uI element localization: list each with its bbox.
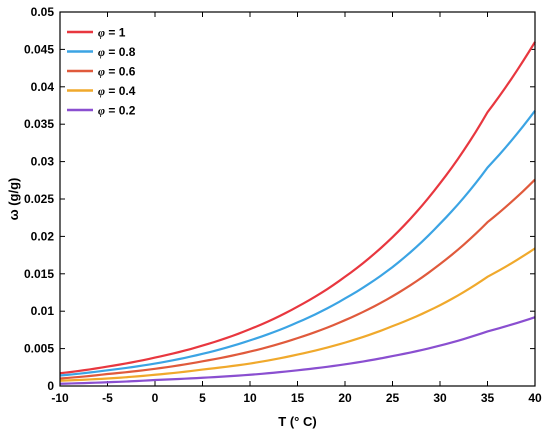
y-axis-label: ω (g/g) bbox=[6, 178, 21, 221]
legend-label: φ = 0.6 bbox=[98, 65, 136, 79]
x-tick-label: -5 bbox=[102, 391, 113, 405]
plot-area-frame bbox=[59, 11, 536, 387]
series-line-2 bbox=[59, 178, 536, 380]
series-line-0 bbox=[59, 41, 536, 375]
y-tick-label: 0.05 bbox=[31, 5, 55, 19]
legend-label: φ = 0.8 bbox=[98, 45, 136, 59]
series-line-3 bbox=[59, 247, 536, 382]
legend: φ = 1 φ = 0.8 φ = 0.6 φ = 0.4 φ = 0.2 bbox=[67, 26, 136, 118]
y-tick-label: 0.01 bbox=[31, 304, 55, 318]
x-tick-label: 0 bbox=[152, 391, 159, 405]
x-tick-label: 25 bbox=[386, 391, 400, 405]
series-line-4 bbox=[59, 316, 536, 385]
x-tick-label: 10 bbox=[243, 391, 257, 405]
x-tick-label: 35 bbox=[481, 391, 495, 405]
y-tick-label: 0.015 bbox=[24, 267, 54, 281]
y-tick-label: 0.03 bbox=[31, 155, 55, 169]
series-line-1 bbox=[59, 110, 536, 377]
y-tick-label: 0.02 bbox=[31, 229, 55, 243]
legend-label: φ = 0.2 bbox=[98, 104, 136, 118]
y-tick-label: 0.04 bbox=[31, 80, 55, 94]
y-tick-label: 0.005 bbox=[24, 342, 54, 356]
y-tick-label: 0.025 bbox=[24, 192, 54, 206]
x-tick-label: 20 bbox=[338, 391, 352, 405]
y-tick-label: 0.045 bbox=[24, 42, 54, 56]
legend-label: φ = 0.4 bbox=[98, 84, 136, 98]
x-tick-label: -10 bbox=[51, 391, 69, 405]
x-tick-label: 5 bbox=[199, 391, 206, 405]
y-tick-label: 0 bbox=[47, 379, 54, 393]
x-tick-label: 40 bbox=[528, 391, 542, 405]
x-axis-label: T (° C) bbox=[278, 414, 316, 429]
x-tick-label: 15 bbox=[291, 391, 305, 405]
x-tick-label: 30 bbox=[433, 391, 447, 405]
series-lines bbox=[59, 41, 536, 385]
legend-label: φ = 1 bbox=[98, 26, 126, 40]
tick-labels: -10 -5 0 5 10 15 20 25 30 35 40 0 0.005 0.01 0.015 0.02… bbox=[24, 5, 542, 405]
y-tick-label: 0.035 bbox=[24, 117, 54, 131]
